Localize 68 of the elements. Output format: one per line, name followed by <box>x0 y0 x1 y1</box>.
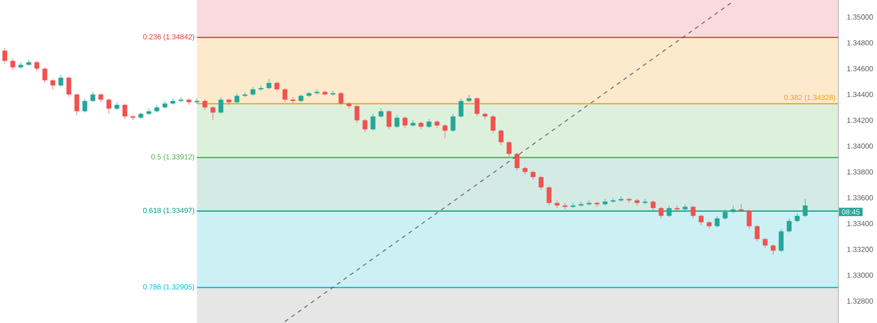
candlestick <box>378 108 384 118</box>
candlestick <box>42 67 48 84</box>
candlestick <box>442 124 448 139</box>
candlestick <box>218 96 224 114</box>
candlestick <box>386 110 392 130</box>
candlestick <box>666 205 672 218</box>
candlestick <box>250 86 256 96</box>
candlestick <box>82 98 88 113</box>
candlestick <box>426 118 432 128</box>
candlestick <box>746 209 752 230</box>
candlestick <box>242 92 248 98</box>
candlestick <box>562 202 568 210</box>
candlestick <box>122 103 128 120</box>
candlestick <box>762 238 768 248</box>
candlestick <box>418 121 424 130</box>
candlestick <box>690 205 696 219</box>
candlestick <box>554 200 560 208</box>
candlestick <box>338 92 344 106</box>
candlestick <box>530 170 536 180</box>
candlestick <box>346 102 352 109</box>
candlestick <box>490 114 496 134</box>
candlestick <box>482 112 488 120</box>
candlestick <box>802 198 808 218</box>
candlestick <box>106 98 112 114</box>
candlestick <box>330 90 336 96</box>
candlestick <box>722 209 728 220</box>
candlestick <box>50 78 56 90</box>
candlestick <box>74 92 80 116</box>
candlestick <box>58 74 64 88</box>
candlestick <box>354 104 360 124</box>
candlestick <box>322 90 328 96</box>
candlestick <box>466 94 472 103</box>
candlestick <box>394 114 400 128</box>
candlestick <box>362 118 368 132</box>
candlestick <box>714 216 720 228</box>
candlestick <box>658 206 664 219</box>
candlestick <box>650 200 656 211</box>
candlestick <box>410 120 416 128</box>
candlestick <box>2 48 8 64</box>
candlestick <box>258 85 264 91</box>
candlestick <box>34 60 40 72</box>
candlestick <box>506 140 512 157</box>
candlestick <box>514 152 520 171</box>
candlestick <box>450 114 456 132</box>
candlestick <box>402 116 408 128</box>
candlestick <box>98 92 104 103</box>
candlestick <box>794 212 800 223</box>
candlestick <box>290 96 296 104</box>
candlestick <box>538 176 544 190</box>
candlestick <box>210 106 216 121</box>
candlestick <box>266 78 272 90</box>
candlestick <box>10 58 16 70</box>
candlestick <box>698 214 704 226</box>
candlestick <box>458 98 464 118</box>
candlestick <box>546 186 552 206</box>
candlestick <box>234 92 240 104</box>
candlestick <box>778 228 784 252</box>
candlestick <box>754 224 760 242</box>
candlestick <box>474 96 480 117</box>
candlestick <box>274 81 280 91</box>
candlestick <box>786 218 792 233</box>
candlestick <box>770 244 776 255</box>
candlestick <box>66 76 72 98</box>
candlestick <box>370 114 376 131</box>
candlestick <box>202 99 208 110</box>
candlestick <box>282 88 288 103</box>
candlestick <box>90 92 96 103</box>
candlestick <box>498 129 504 146</box>
